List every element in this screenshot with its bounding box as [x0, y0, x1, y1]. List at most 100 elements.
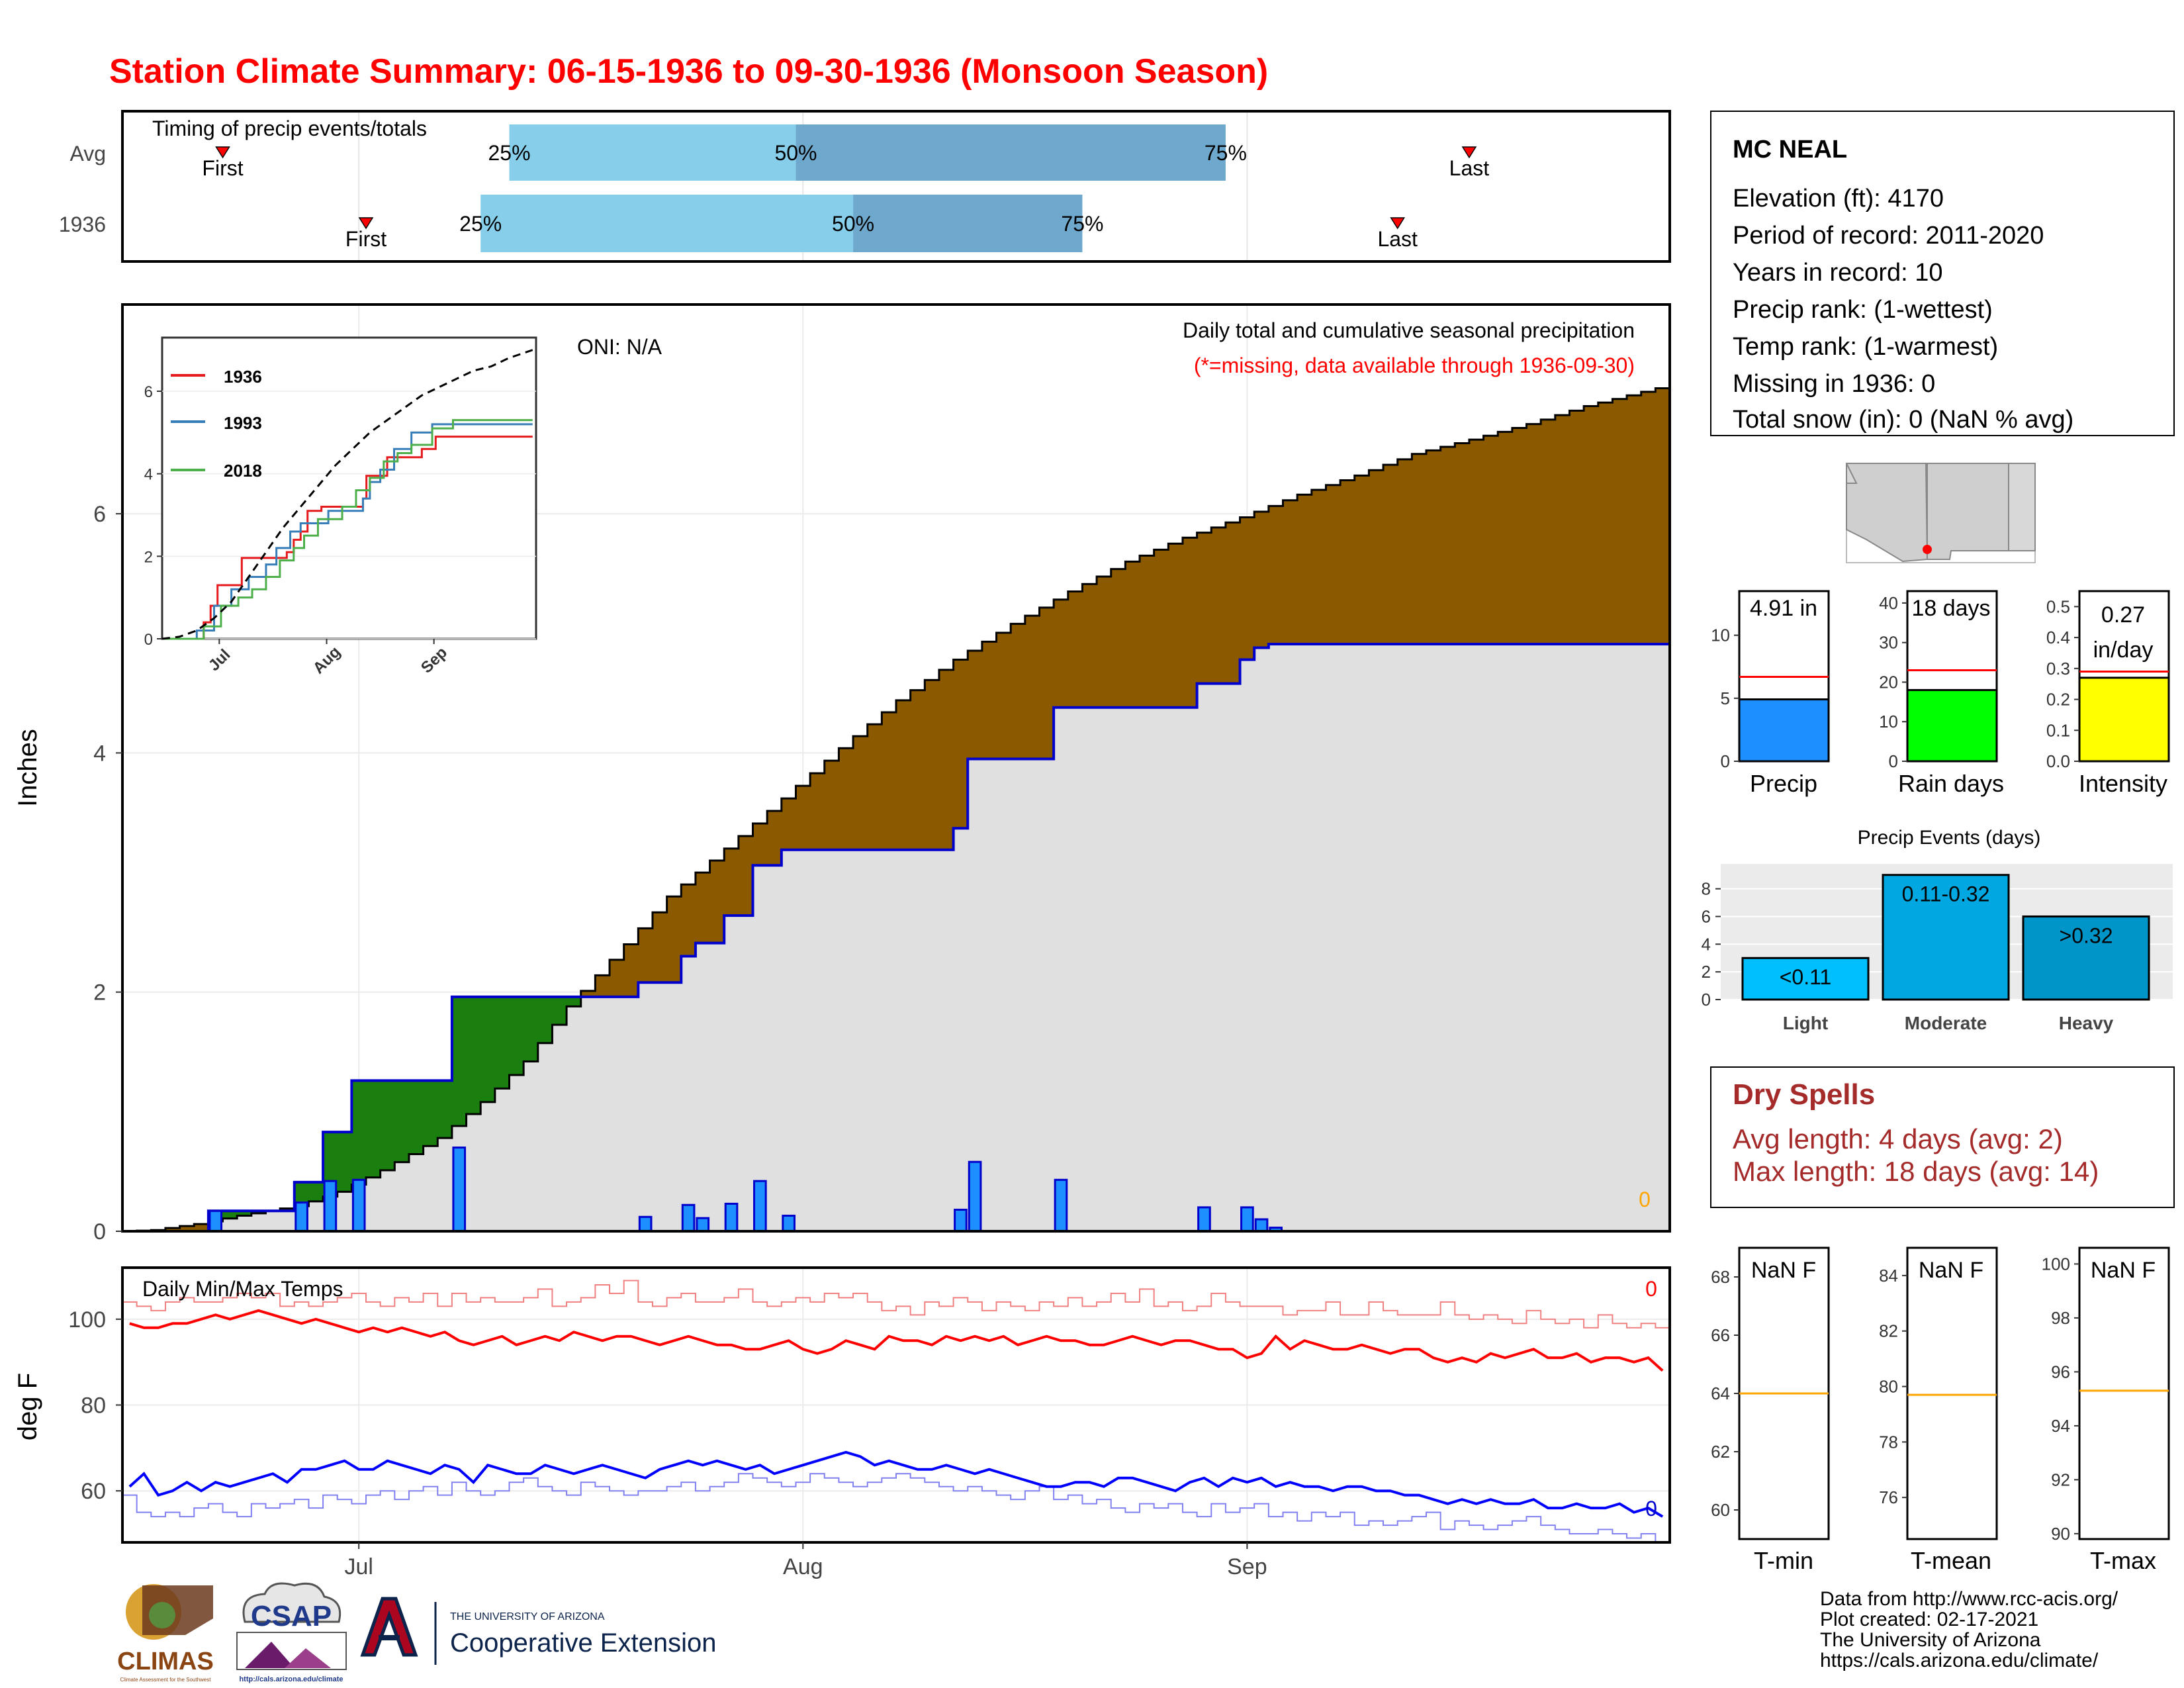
- inset-ytick-label-6: 6: [144, 383, 153, 401]
- inset-legend-label-1993: 1993: [224, 413, 262, 433]
- precip-deficit-segment: [1584, 406, 1599, 645]
- precip-ytick-label-2: 2: [93, 980, 106, 1006]
- precip-deficit-segment: [1283, 500, 1298, 645]
- precip-deficit-segment: [595, 975, 610, 997]
- page-title: Station Climate Summary: 06-15-1936 to 0…: [109, 52, 1268, 91]
- precip-deficit-segment: [1111, 569, 1126, 708]
- precip-deficit-segment: [1369, 470, 1384, 645]
- precip-deficit-segment: [996, 632, 1011, 759]
- oni-label: ONI: N/A: [577, 335, 662, 359]
- temp-gauge-tick-label-tmax-90: 90: [2051, 1524, 2070, 1544]
- timing-last-marker-1: [1390, 217, 1406, 230]
- precip-note: Daily total and cumulative seasonal prec…: [1183, 318, 1635, 342]
- ua-a-crossbar: [379, 1635, 400, 1640]
- dry-spells-box: Dry Spells Avg length: 4 days (avg: 2) M…: [1710, 1066, 2175, 1208]
- dry-spells-max: Max length: 18 days (avg: 14): [1733, 1156, 2099, 1187]
- precip-surplus-segment: [394, 1080, 410, 1162]
- timing-bar-q25-q50-0: [509, 124, 796, 181]
- precip-deficit-segment: [1254, 511, 1269, 648]
- temp-xtick-label-sep: Sep: [1227, 1554, 1267, 1579]
- gauge-raindays-label: Rain days: [1898, 770, 2004, 797]
- temp-gauge-tick-label-tmin-68: 68: [1711, 1267, 1730, 1287]
- daily-precip-bar: [724, 1202, 739, 1233]
- precip-deficit-segment: [1426, 450, 1441, 645]
- precip-deficit-segment: [882, 712, 897, 850]
- tmin-value: NaN F: [1751, 1258, 1816, 1283]
- climas-logo: CLIMAS Climate Assessment for the Southw…: [117, 1584, 214, 1683]
- precip-surplus-segment: [552, 996, 567, 1025]
- events-bar-moderate: [1882, 874, 2010, 1001]
- precip-deficit-segment: [1326, 485, 1341, 645]
- daily-precip-bar: [295, 1201, 308, 1233]
- station-precip-rank: Precip rank: (1-wettest): [1733, 296, 1993, 324]
- precip-deficit-segment: [1168, 543, 1183, 708]
- gauge-intensity-value: 0.27: [2101, 602, 2145, 628]
- precip-surplus-segment: [537, 996, 553, 1043]
- precip-deficit-segment: [1383, 465, 1398, 645]
- daily-precip-bar: [1240, 1206, 1254, 1233]
- timing-last-label-0: Last: [1449, 156, 1490, 180]
- events-category-moderate: Moderate: [1905, 1013, 1987, 1033]
- precip-deficit-segment: [867, 724, 882, 850]
- precip-deficit-segment: [695, 872, 711, 943]
- events-tick-label-4: 4: [1702, 934, 1711, 954]
- precip-deficit-segment: [767, 811, 782, 866]
- daily-precip-bar: [968, 1160, 982, 1233]
- inset-ytick-label-4: 4: [144, 466, 153, 484]
- station-info-box: MC NEAL Elevation (ft): 4170 Period of r…: [1710, 111, 2175, 436]
- temp-gauge-tick-label-tmax-96: 96: [2051, 1362, 2070, 1382]
- precip-deficit-segment: [1397, 459, 1412, 645]
- gauge-texts: 4.91 in Precip 18 days Rain days 0.27 in…: [1750, 596, 2167, 797]
- precip-deficit-segment: [1598, 402, 1613, 645]
- daily-precip-bar: [1254, 1218, 1269, 1233]
- precip-deficit-segment: [938, 669, 954, 850]
- daily-precip-bar: [782, 1215, 796, 1233]
- daily-precip-bar: [208, 1209, 223, 1233]
- temp-missing-max: 0: [1645, 1277, 1657, 1301]
- timing-bar-q25-q50-1: [480, 195, 854, 252]
- temp-ylabel: deg F: [13, 1373, 42, 1440]
- events-bar-heavy: [2022, 915, 2150, 1001]
- dry-spells-frame: [1710, 1066, 2175, 1208]
- precip-surplus-segment: [308, 1182, 324, 1201]
- precip-deficit-segment: [724, 848, 739, 916]
- precip-surplus-segment: [294, 1182, 309, 1207]
- daily-precip-bar: [696, 1217, 710, 1233]
- precip-deficit-segment: [810, 773, 825, 850]
- footer-line-3: The University of Arizona: [1820, 1629, 2041, 1651]
- events-bar-label-heavy: >0.32: [2060, 923, 2113, 947]
- temp-gauge-tick-label-tmin-66: 66: [1711, 1325, 1730, 1345]
- precip-deficit-segment: [623, 944, 639, 997]
- precip-deficit-segment: [1469, 440, 1484, 645]
- csap-logo-url: http://cals.arizona.edu/climate: [239, 1675, 343, 1683]
- gauge-tick-label-rain-days-10: 10: [1879, 712, 1898, 731]
- precip-surplus-segment: [466, 996, 481, 1114]
- events-tick-label-8: 8: [1702, 879, 1711, 899]
- dry-spells-title: Dry Spells: [1733, 1078, 1875, 1111]
- precip-deficit-segment: [1197, 532, 1212, 684]
- map-state-new-mexico: [1927, 463, 2009, 560]
- precip-deficit-segment: [1498, 432, 1513, 645]
- daily-precip-bar: [1054, 1178, 1068, 1233]
- events-tick-label-2: 2: [1702, 962, 1711, 982]
- temp-gauge-tick-label-tmin-64: 64: [1711, 1383, 1730, 1403]
- precip-surplus-segment: [366, 1080, 381, 1178]
- inset-ytick-label-0: 0: [144, 631, 153, 649]
- temp-gauge-tick-label-tmean-78: 78: [1879, 1432, 1898, 1452]
- precip-deficit-segment: [1440, 446, 1455, 645]
- temp-xtick-label-aug: Aug: [783, 1554, 823, 1579]
- temp-min-average-line: [122, 1473, 1670, 1543]
- precip-deficit-segment: [1024, 616, 1040, 759]
- inset-series-line-2018: [162, 419, 533, 640]
- events-tick-label-0: 0: [1702, 990, 1711, 1009]
- summary-gauges: 0 5 10 0 10 20 30 40 0.0 0.1 0.2 0.3 0.4 0.5: [1711, 590, 2170, 771]
- precip-deficit-segment: [853, 736, 868, 850]
- station-name: MC NEAL: [1733, 136, 1847, 164]
- daily-precip-bar: [638, 1215, 653, 1233]
- precip-deficit-segment: [681, 884, 696, 957]
- daily-precip-bar: [351, 1178, 366, 1233]
- precip-deficit-segment: [709, 861, 725, 943]
- precip-deficit-segment: [1182, 538, 1198, 708]
- inset-series-average-line: [161, 349, 533, 640]
- precip-deficit-segment: [1068, 591, 1083, 708]
